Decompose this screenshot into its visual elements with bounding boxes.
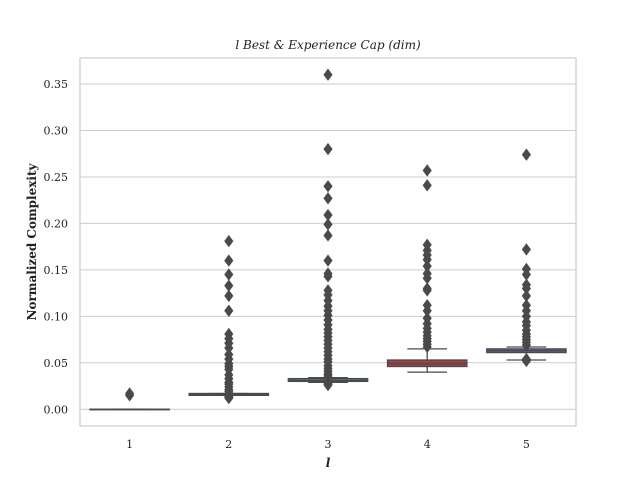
y-tick-label: 0.15 <box>44 264 69 277</box>
y-tick-label: 0.25 <box>44 171 69 184</box>
outliers <box>125 68 531 405</box>
box-group-1 <box>89 408 170 411</box>
outlier-point <box>422 238 432 251</box>
outlier-point <box>521 148 531 161</box>
y-tick-label: 0.20 <box>44 217 69 230</box>
outlier-point <box>224 304 234 317</box>
x-tick-label: 2 <box>225 438 232 451</box>
y-tick-label: 0.05 <box>44 357 69 370</box>
outlier-point <box>521 289 531 303</box>
outlier-point <box>323 192 333 205</box>
x-axis-label: l <box>326 456 331 470</box>
outlier-point <box>224 268 234 281</box>
y-tick-label: 0.30 <box>44 124 69 137</box>
outlier-point <box>323 180 333 193</box>
plot-area-frame <box>79 57 577 427</box>
chart-title: l Best & Experience Cap (dim) <box>235 38 421 52</box>
outlier-point <box>422 282 432 295</box>
outlier-point <box>224 348 234 361</box>
outlier-point <box>323 229 333 242</box>
outlier-point <box>323 377 333 390</box>
outlier-point <box>521 352 531 366</box>
outlier-point <box>422 179 432 192</box>
outlier-point <box>224 279 234 292</box>
outlier-point <box>323 142 333 156</box>
outlier-point <box>224 254 234 267</box>
outlier-point <box>422 267 432 280</box>
outlier-point <box>422 259 432 273</box>
outlier-point <box>323 284 333 297</box>
outlier-point <box>422 312 432 325</box>
outlier-point <box>224 234 234 248</box>
outlier-point <box>224 289 234 303</box>
outlier-point <box>125 387 135 400</box>
x-tick-label: 1 <box>126 438 133 451</box>
outlier-point <box>323 68 333 81</box>
outlier-point <box>521 299 531 312</box>
y-tick-label: 0.10 <box>44 310 69 323</box>
y-axis-label: Normalized Complexity <box>25 162 39 320</box>
x-tick-labels: 1 2 3 4 5 <box>126 438 530 451</box>
outlier-point <box>422 164 432 177</box>
outlier-point <box>521 243 531 256</box>
outlier-point <box>323 254 333 267</box>
y-tick-labels: 0.00 0.05 0.10 0.15 0.20 0.25 0.30 0.35 <box>44 78 69 416</box>
outlier-point <box>422 299 432 312</box>
y-tick-label: 0.00 <box>44 403 69 416</box>
outlier-point <box>224 327 234 341</box>
outlier-point <box>521 262 531 276</box>
outlier-point <box>323 208 333 222</box>
outlier-point <box>323 218 333 231</box>
x-tick-label: 5 <box>523 438 530 451</box>
y-tick-label: 0.35 <box>44 78 69 91</box>
x-tick-label: 3 <box>325 438 332 451</box>
outlier-point <box>521 278 531 291</box>
x-tick-label: 4 <box>424 438 431 451</box>
outlier-point <box>323 267 333 280</box>
